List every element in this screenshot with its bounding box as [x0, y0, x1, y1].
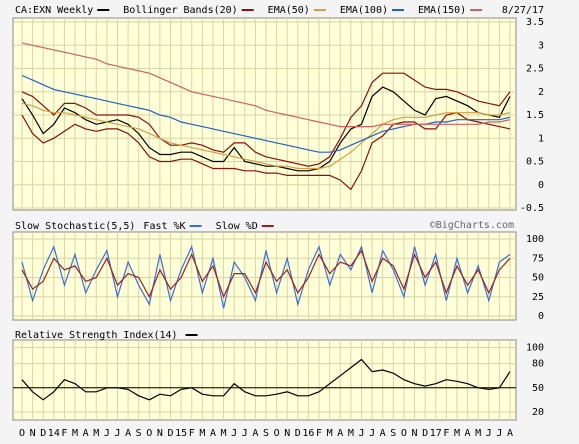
y-tick-label: 3	[538, 40, 544, 51]
panel-title: Relative Strength Index(14)	[15, 330, 178, 341]
x-tick-label: N	[30, 428, 36, 439]
x-tick-label: A	[210, 428, 216, 439]
legend-label: Fast %K	[143, 221, 185, 232]
x-tick-label: J	[231, 428, 237, 439]
series-line	[21, 86, 511, 172]
series-line	[21, 249, 511, 299]
x-tick-label: A	[380, 428, 386, 439]
series-line	[21, 72, 511, 167]
x-tick-label: F	[189, 428, 195, 439]
legend-label: CA:EXN Weekly	[15, 5, 93, 16]
y-tick-label: 0	[538, 180, 544, 191]
y-tick-label: 100	[526, 234, 544, 245]
x-tick-label: O	[146, 428, 152, 439]
y-tick-label: 75	[532, 253, 544, 264]
plot-area	[12, 17, 517, 211]
y-tick-label: 50	[532, 383, 544, 394]
x-tick-label: F	[443, 428, 449, 439]
x-tick-label: D	[295, 428, 301, 439]
x-tick-label: A	[252, 428, 258, 439]
y-tick-label: 20	[532, 407, 544, 418]
x-tick-label: O	[274, 428, 280, 439]
x-tick-label: M	[454, 428, 460, 439]
x-tick-label: F	[316, 428, 322, 439]
series-line	[21, 102, 511, 170]
x-tick-label: J	[496, 428, 502, 439]
series-line	[21, 244, 511, 309]
date: 8/27/17	[502, 5, 544, 16]
x-tick-label: F	[61, 428, 67, 439]
y-tick-label: 2.5	[526, 64, 544, 75]
x-tick-label: A	[337, 428, 343, 439]
y-tick-label: 1	[538, 133, 544, 144]
plot-area	[12, 339, 517, 421]
y-tick-label: 0.5	[526, 157, 544, 168]
x-tick-label: M	[72, 428, 78, 439]
y-tick-label: 50	[532, 273, 544, 284]
x-tick-label: S	[263, 428, 269, 439]
legend-label: EMA(150)	[418, 5, 466, 16]
panel-title: Slow Stochastic(5,5)	[15, 221, 135, 232]
x-tick-label: A	[507, 428, 513, 439]
y-tick-label: 2	[538, 87, 544, 98]
x-tick-label: M	[475, 428, 481, 439]
x-tick-label: J	[486, 428, 492, 439]
x-tick-label: A	[125, 428, 131, 439]
x-tick-label: 16	[302, 428, 314, 439]
x-tick-label: O	[19, 428, 25, 439]
x-tick-label: J	[369, 428, 375, 439]
x-tick-label: D	[422, 428, 428, 439]
x-tick-label: J	[242, 428, 248, 439]
x-tick-label: J	[358, 428, 364, 439]
x-tick-label: M	[348, 428, 354, 439]
legend-label: Slow %D	[216, 221, 258, 232]
x-tick-label: S	[390, 428, 396, 439]
x-tick-label: M	[327, 428, 333, 439]
y-tick-label: 0	[538, 311, 544, 322]
x-tick-label: D	[168, 428, 174, 439]
y-tick-label: -0.5	[520, 203, 544, 214]
legend-label: EMA(100)	[340, 5, 388, 16]
x-tick-label: S	[136, 428, 142, 439]
x-tick-label: O	[401, 428, 407, 439]
x-tick-label: M	[221, 428, 227, 439]
x-tick-label: M	[199, 428, 205, 439]
x-tick-label: A	[465, 428, 471, 439]
y-tick-label: 100	[526, 342, 544, 353]
x-tick-label: 17	[430, 428, 442, 439]
credit: ©BigCharts.com	[430, 220, 514, 231]
y-tick-label: 80	[532, 359, 544, 370]
x-tick-label: A	[83, 428, 89, 439]
x-tick-label: 15	[175, 428, 187, 439]
x-tick-label: N	[284, 428, 290, 439]
x-tick-label: N	[412, 428, 418, 439]
legend-label: EMA(50)	[268, 5, 310, 16]
legend-label: Bollinger Bands(20)	[123, 5, 237, 16]
series-line	[21, 42, 511, 128]
y-tick-label: 1.5	[526, 110, 544, 121]
x-tick-label: M	[93, 428, 99, 439]
series-line-lower	[21, 112, 511, 191]
x-tick-label: J	[104, 428, 110, 439]
y-tick-label: 25	[532, 292, 544, 303]
x-tick-label: 14	[48, 428, 60, 439]
series-line	[21, 358, 511, 401]
y-tick-label: 3.5	[526, 17, 544, 28]
x-tick-label: J	[114, 428, 120, 439]
x-tick-label: D	[40, 428, 46, 439]
series-line	[21, 74, 511, 153]
x-tick-label: N	[157, 428, 163, 439]
